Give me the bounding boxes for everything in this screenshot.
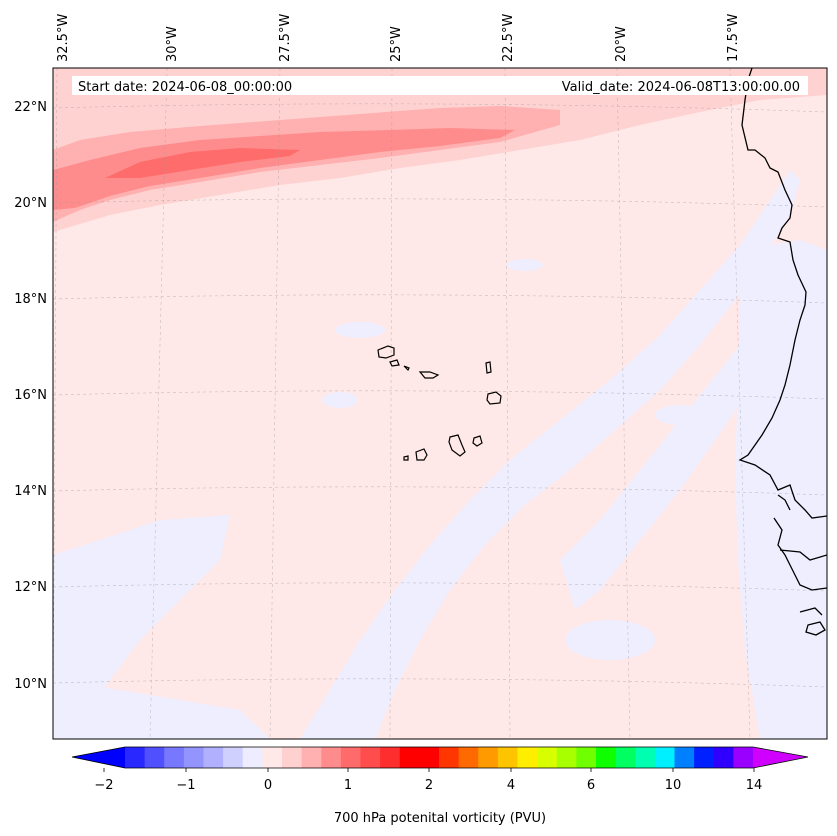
lat-label-14n: 14°N [14,484,47,499]
colorbar-cell [713,747,734,768]
cb-tick-label-2: 2 [425,778,433,793]
latitude-labels: 22°N 20°N 18°N 16°N 14°N 12°N 10°N [14,100,47,692]
colorbar-ticks [103,768,755,772]
blue-east-coast-strip [735,240,827,739]
blue-blob-north [335,322,385,338]
lon-label-27-5w: 27.5°W [278,14,293,62]
blue-southwest-patch [53,515,230,739]
island-sao-vicente [389,359,400,367]
island-santo-antao [377,345,395,359]
pv-band-core [105,148,300,178]
colorbar-cell [458,747,479,768]
coastlines [738,68,827,636]
island-boa-vista [486,391,502,405]
blue-south-patch [53,680,270,739]
map-panel [53,68,827,739]
map-frame [52,67,828,740]
pv-band-level-3 [53,128,515,210]
colorbar-cell [203,747,224,768]
africa-coastline [738,68,827,519]
cape-verde-islands [377,345,502,461]
colorbar-cell [380,747,401,768]
colorbar-cell [733,747,754,768]
colorbar-cell [125,747,146,768]
blue-blob-southeast [565,620,655,660]
lat-label-22n: 22°N [14,100,47,115]
lon-label-22-5w: 22.5°W [501,14,516,62]
blue-band-main [300,170,800,739]
colorbar-cell [478,747,499,768]
colorbar-cell [654,747,676,768]
colorbar-cell [694,747,715,768]
colorbar-cell [399,747,420,768]
island-santiago [448,434,466,457]
cb-tick-label-14: 14 [746,778,763,793]
colorbar-cell [674,747,695,768]
colorbar-cell [223,747,244,768]
colorbar-cell [439,747,460,768]
lon-label-32-5w: 32.5°W [56,14,71,62]
colorbar-right-extend-arrow [753,747,808,768]
cb-tick-label-4: 4 [507,778,515,793]
colorbar-cell [164,747,185,768]
date-header-box [72,76,808,95]
colorbar-cell [537,747,558,768]
colorbar-outline [71,746,809,769]
colorbar-title: 700 hPa potenital vorticity (PVU) [334,811,546,826]
start-date-label: Start date: 2024-06-08_00:00:00 [78,80,292,95]
colorbar: −2 −1 0 1 2 4 6 10 14 700 hPa potenital … [71,746,809,826]
island-santa-luzia [403,365,410,372]
lat-label-10n: 10°N [14,677,47,692]
lat-label-16n: 16°N [14,388,47,403]
colorbar-cell [262,747,283,768]
cb-tick-label-neg2: −2 [94,778,113,793]
colorbar-cell [576,747,597,768]
lon-label-25w: 25°W [389,26,404,62]
cb-tick-label-0: 0 [264,778,272,793]
island-fogo [415,448,428,461]
colorbar-cell [321,747,342,768]
blue-blob-east [655,405,705,425]
colorbar-tick-labels: −2 −1 0 1 2 4 6 10 14 [94,778,762,793]
colorbar-cell [242,747,263,768]
colorbar-cell [419,747,440,768]
colorbar-cell [301,747,322,768]
cb-tick-label-6: 6 [587,778,595,793]
colorbar-cell [183,747,205,768]
lon-label-20w: 20°W [614,26,629,62]
island-maio [472,435,483,447]
lat-label-12n: 12°N [14,580,47,595]
cb-tick-label-1: 1 [344,778,352,793]
colorbar-cell [517,747,538,768]
longitude-labels: 32.5°W 30°W 27.5°W 25°W 22.5°W 20°W 17.5… [56,14,741,62]
island-sal [485,361,492,374]
colorbar-cells [125,747,754,768]
cb-tick-label-neg1: −1 [176,778,195,793]
island-brava [403,455,409,461]
negative-pv-patches [53,170,827,739]
colorbar-cell [556,747,577,768]
colorbar-cell [596,747,617,768]
colorbar-cell [144,747,165,768]
colorbar-cell [360,747,381,768]
lon-label-17-5w: 17.5°W [726,14,741,62]
valid-date-label: Valid_date: 2024-06-08T13:00:00.00 [562,80,800,95]
colorbar-cell [635,747,656,768]
blue-blob-west [322,392,358,408]
blue-blob-south [368,666,392,694]
cb-tick-label-10: 10 [665,778,682,793]
lat-label-20n: 20°N [14,196,47,211]
colorbar-cell [615,747,636,768]
colorbar-cell [340,747,362,768]
lat-label-18n: 18°N [14,292,47,307]
colorbar-cell [282,747,303,768]
graticule [53,68,827,739]
blue-blob-center [507,259,543,271]
colorbar-left-extend-arrow [72,747,125,768]
lon-label-30w: 30°W [165,26,180,62]
colorbar-cell [497,747,519,768]
island-sao-nicolau [418,371,440,379]
